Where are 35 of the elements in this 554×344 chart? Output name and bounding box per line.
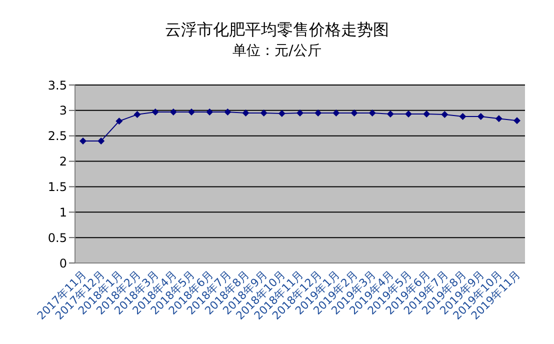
- point: [242, 109, 250, 116]
- chart-title: 云浮市化肥平均零售价格走势图: [164, 20, 390, 41]
- y-tick-label: 2.5: [48, 129, 67, 144]
- point: [188, 108, 195, 116]
- point: [116, 118, 123, 125]
- y-tick-label: 1.5: [48, 180, 67, 194]
- point: [459, 113, 466, 120]
- point: [350, 109, 358, 116]
- y-tick-label: 1: [59, 205, 67, 220]
- point: [134, 110, 141, 118]
- point: [170, 108, 177, 116]
- y-tick-label: 2: [59, 154, 67, 169]
- point: [495, 115, 502, 122]
- point: [332, 109, 340, 116]
- point: [224, 108, 232, 116]
- point: [368, 109, 376, 116]
- y-tick-label: 3.5: [48, 78, 67, 92]
- point: [206, 108, 214, 116]
- point: [423, 110, 430, 118]
- point: [296, 109, 304, 116]
- point: [405, 110, 412, 118]
- y-tick-label: 3: [59, 104, 67, 118]
- point: [314, 109, 322, 116]
- point: [80, 137, 86, 144]
- point: [441, 110, 448, 118]
- point: [152, 108, 159, 116]
- y-tick-label: 0.5: [48, 230, 67, 245]
- point: [260, 109, 268, 116]
- point: [98, 137, 105, 144]
- point: [278, 110, 286, 117]
- chart-subtitle: 单位：元/公斤: [232, 42, 322, 60]
- point: [477, 113, 484, 120]
- point: [386, 110, 394, 118]
- y-tick-label: 0: [59, 256, 67, 270]
- point: [514, 117, 520, 124]
